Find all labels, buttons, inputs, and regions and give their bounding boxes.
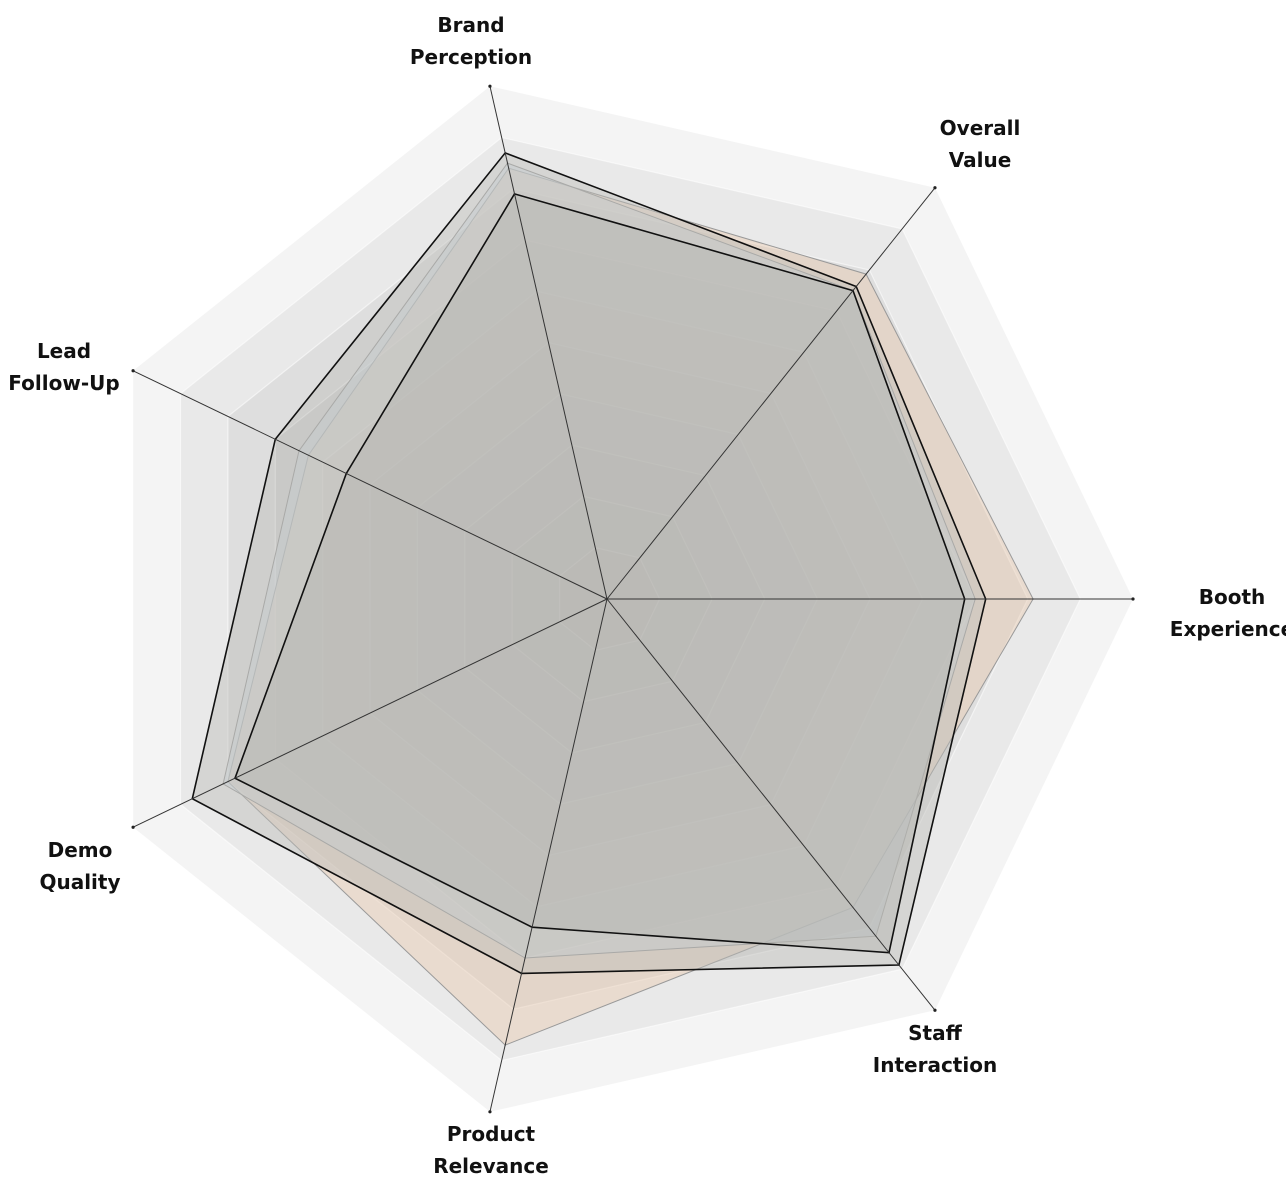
axis-label-line: Follow-Up	[8, 371, 119, 395]
axis-label-line: Interaction	[873, 1053, 997, 1077]
series-polygon	[227, 167, 1034, 1046]
series-polygon	[234, 192, 966, 954]
axis-label-line: Overall	[940, 116, 1021, 140]
axis-label: Lead Follow-Up	[8, 339, 119, 395]
axis-label-line: Brand	[437, 13, 504, 37]
axis-label: Overall Value	[940, 116, 1021, 172]
series-polygon	[222, 162, 976, 959]
axis-label: Staff Interaction	[873, 1021, 997, 1077]
axis-end-dot	[488, 1110, 492, 1114]
grid-ring	[369, 341, 871, 857]
grid-lines	[179, 136, 1082, 1062]
grid-ring	[558, 547, 661, 651]
axis-end-dot	[933, 186, 937, 190]
axis-line	[606, 598, 936, 1011]
axis-label: Booth Experience	[1170, 585, 1286, 641]
grid-ring	[322, 290, 924, 908]
axis-line	[489, 598, 608, 1112]
axis-label-line: Quality	[39, 870, 120, 894]
series-4	[234, 192, 966, 954]
axis-end-dot	[131, 825, 135, 829]
axis-line	[489, 86, 608, 600]
axis-label-line: Relevance	[433, 1154, 549, 1178]
axes	[131, 84, 1135, 1114]
grid-ring	[274, 239, 976, 959]
grid-ring	[179, 136, 1082, 1062]
series-layer	[191, 151, 1034, 1046]
axis-label-line: Product	[447, 1122, 536, 1146]
axis-label-line: Staff	[908, 1021, 962, 1045]
axis-label-line: Demo	[48, 838, 113, 862]
axis-labels: Booth Experience Overall Value Brand Percepti…	[8, 13, 1286, 1178]
grid-ring	[511, 495, 713, 703]
axis-label-line: Value	[949, 148, 1012, 172]
axis-label-line: Perception	[410, 45, 532, 69]
axis-line	[606, 187, 936, 600]
axis-end-dot	[131, 369, 135, 373]
grid-ring	[227, 188, 1029, 1010]
axis-label-line: Lead	[37, 339, 91, 363]
axis-label: Brand Perception	[410, 13, 532, 69]
axis-label: Demo Quality	[39, 838, 120, 894]
grid-ring	[416, 393, 819, 805]
axis-label-line: Booth	[1199, 585, 1266, 609]
axis-line	[132, 598, 608, 828]
series-3	[191, 151, 987, 975]
axis-label-line: Experience	[1170, 617, 1286, 641]
axis-line	[132, 370, 608, 600]
axis-end-dot	[488, 84, 492, 88]
axis-label: Product Relevance	[433, 1122, 549, 1178]
axis-end-dot	[933, 1008, 937, 1012]
grid-ring	[464, 444, 766, 754]
series-polygon	[191, 151, 987, 975]
axis-end-dot	[1131, 597, 1135, 601]
